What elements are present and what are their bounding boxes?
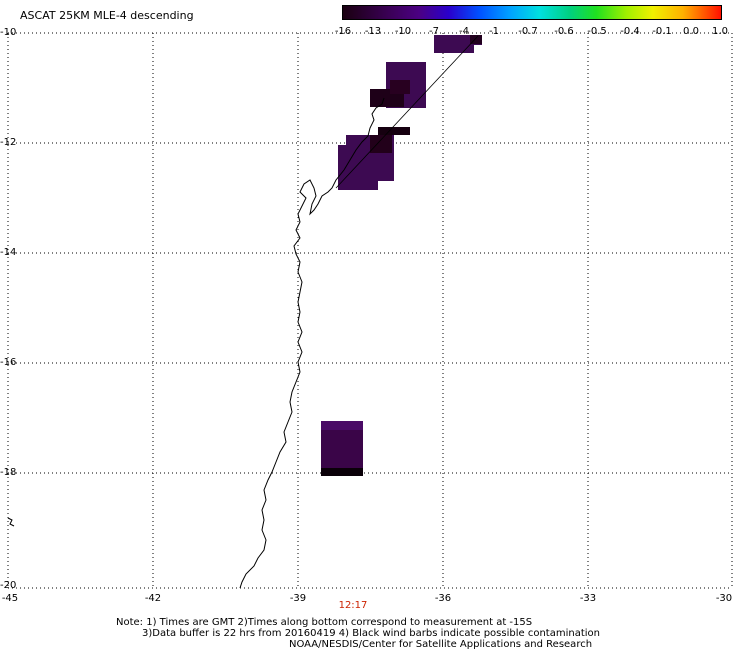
lat-label: -18 xyxy=(0,467,17,478)
coastline xyxy=(239,97,385,589)
colorbar-tick: -4 xyxy=(459,26,469,37)
lat-label: -12 xyxy=(0,137,17,148)
colorbar-tick: -7 xyxy=(429,26,439,37)
lat-label: -14 xyxy=(0,247,17,258)
satellite-track xyxy=(335,35,479,189)
lon-label: -33 xyxy=(579,593,597,604)
wind-data-cells xyxy=(321,35,482,476)
colorbar-tick: 0.0 xyxy=(683,26,699,37)
colorbar-tick: -0.5 xyxy=(587,26,607,37)
lat-label: -10 xyxy=(0,27,17,38)
colorbar-tick: -10 xyxy=(394,26,412,37)
graticule xyxy=(7,32,733,589)
lon-label: -39 xyxy=(289,593,307,604)
colorbar-tick: -13 xyxy=(364,26,382,37)
colorbar-tick: 1.0 xyxy=(712,26,728,37)
colorbar-tick: -0.1 xyxy=(652,26,672,37)
lat-label: -16 xyxy=(0,357,17,368)
note-line-1: Note: 1) Times are GMT 2)Times along bot… xyxy=(116,617,533,628)
color-scale-bar xyxy=(342,5,722,20)
lon-label: -36 xyxy=(434,593,452,604)
lon-label: -45 xyxy=(1,593,19,604)
lon-label: -30 xyxy=(715,593,733,604)
coastal-islet xyxy=(7,517,15,527)
note-line-2: 3)Data buffer is 22 hrs from 20160419 4)… xyxy=(142,628,600,639)
colorbar-tick: -0.4 xyxy=(620,26,640,37)
time-label: 12:17 xyxy=(338,600,368,611)
colorbar-tick: -0.6 xyxy=(554,26,574,37)
colorbar-tick: -16 xyxy=(334,26,352,37)
lon-label: -42 xyxy=(144,593,162,604)
map-title: ASCAT 25KM MLE-4 descending xyxy=(20,9,194,22)
colorbar-tick: -1 xyxy=(489,26,499,37)
colorbar-tick: -0.7 xyxy=(518,26,538,37)
lat-label: -20 xyxy=(0,580,17,591)
color-scale-gradient xyxy=(343,6,721,19)
note-line-3: NOAA/NESDIS/Center for Satellite Applica… xyxy=(289,639,593,650)
